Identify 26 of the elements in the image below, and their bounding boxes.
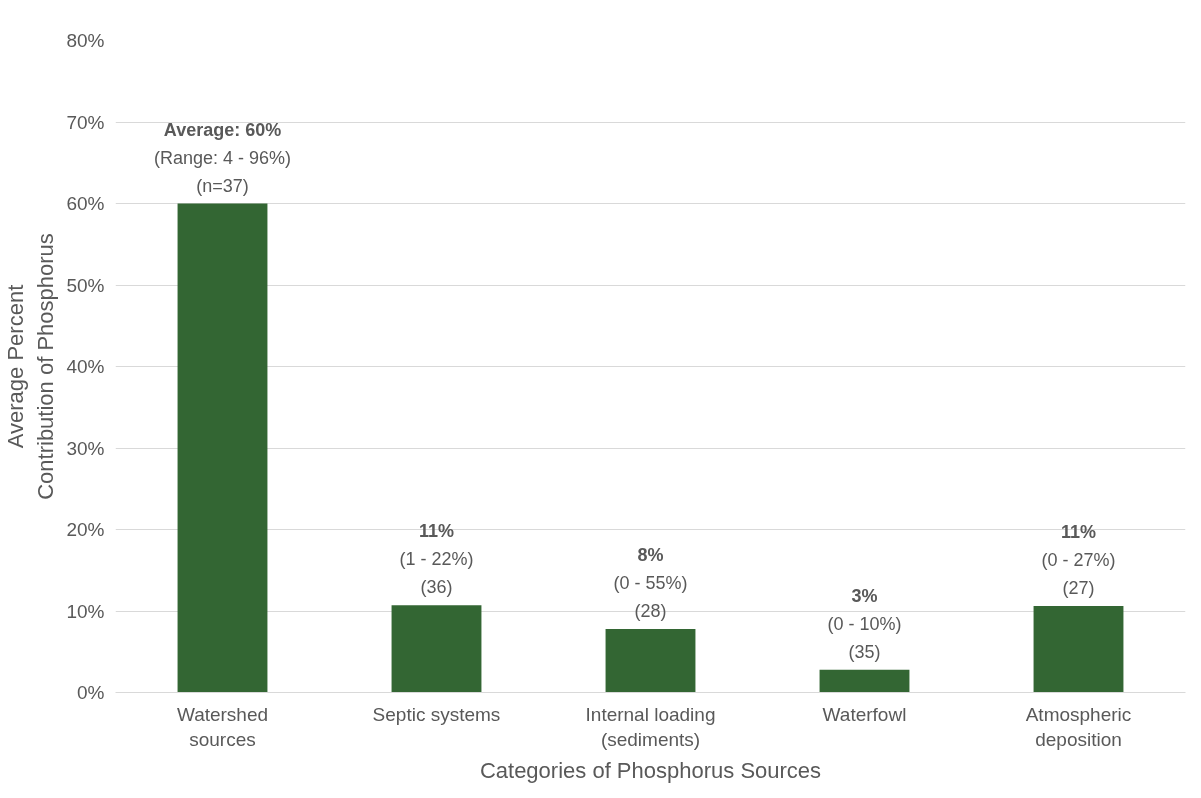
x-tick-label: Waterfowl bbox=[822, 703, 907, 725]
y-tick-label: 20% bbox=[66, 519, 105, 540]
y-axis-title: Average Percent Contribution of Phosphorus bbox=[3, 233, 59, 500]
bar bbox=[605, 628, 696, 693]
x-tick-label: Internal loading (sediments) bbox=[585, 703, 716, 750]
y-tick-label: 30% bbox=[66, 437, 105, 459]
bar bbox=[819, 669, 910, 693]
x-axis-title: Categories of Phosphorus Sources bbox=[479, 757, 822, 783]
y-tick-label: 70% bbox=[66, 111, 105, 133]
y-tick-label: 10% bbox=[66, 600, 105, 622]
data-label: 11% (1 - 22%) (36) bbox=[399, 521, 474, 598]
data-label: 11% (0 - 27%) (27) bbox=[1041, 522, 1116, 599]
bar bbox=[391, 605, 482, 693]
y-tick-label: 60% bbox=[66, 193, 105, 214]
data-label: 3% (0 - 10%) (35) bbox=[827, 585, 902, 662]
bar bbox=[177, 203, 268, 693]
data-label: Average: 60% (Range: 4 - 96%) (n=37) bbox=[153, 119, 292, 196]
bar bbox=[1033, 606, 1124, 693]
x-tick-label: Watershed sources bbox=[176, 703, 269, 750]
y-tick-label: 40% bbox=[66, 356, 105, 377]
y-tick-label: 50% bbox=[66, 274, 105, 296]
y-tick-label: 80% bbox=[66, 30, 105, 51]
x-tick-label: Atmospheric deposition bbox=[1025, 703, 1132, 750]
y-tick-label: 0% bbox=[77, 682, 105, 703]
x-tick-label: Septic systems bbox=[372, 703, 501, 725]
data-label: 8% (0 - 55%) (28) bbox=[613, 544, 688, 621]
